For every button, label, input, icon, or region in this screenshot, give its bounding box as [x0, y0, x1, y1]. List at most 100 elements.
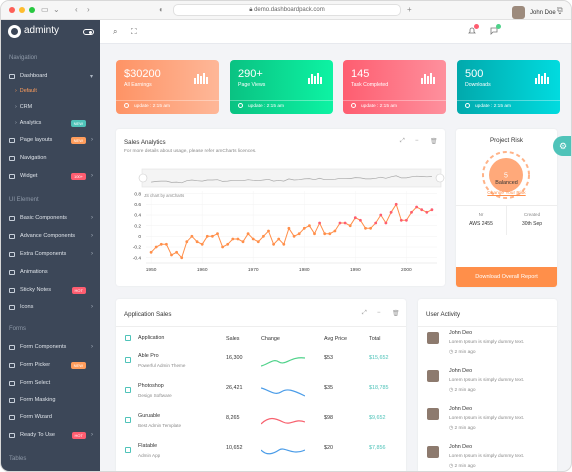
stat-card-downloads[interactable]: 500 Downloads update : 2:15 am	[457, 60, 560, 114]
sidebar-item-icons[interactable]: Icons ›	[1, 300, 100, 314]
window-controls	[9, 7, 35, 13]
row-checkbox[interactable]	[125, 357, 131, 363]
sidebar-item-analytics[interactable]: › Analytics NEW	[1, 116, 100, 130]
chevron-down-icon: ⌄	[557, 10, 563, 16]
gear-icon[interactable]: ⚙	[553, 136, 571, 156]
sidebar-item-default[interactable]: › Default	[1, 84, 100, 98]
minimize-icon[interactable]: −	[377, 310, 381, 316]
col-avg-price: Avg Price	[324, 336, 347, 342]
sidebar-item-animations[interactable]: Animations	[1, 265, 100, 279]
maximize-window-button[interactable]	[29, 7, 35, 13]
sidebar-item-label: Default	[19, 88, 37, 94]
fullscreen-icon[interactable]: ⛶	[131, 27, 137, 36]
sidebar: adminty Navigation Dashboard ▾ › Default…	[1, 20, 100, 471]
stat-label: All Earnings	[124, 82, 152, 88]
top-header: ⌕ ⛶	[100, 20, 571, 44]
app-avg-price: $53	[324, 355, 333, 361]
sidebar-item-basic-components[interactable]: Basic Components ›	[1, 211, 100, 225]
sidebar-item-ready-to-use[interactable]: Ready To Use HOT ›	[1, 428, 100, 442]
user-name[interactable]: John Doe ⌄	[530, 10, 563, 16]
sidebar-item-label: Basic Components	[20, 215, 67, 221]
sidebar-item-sticky-notes[interactable]: Sticky Notes HOT	[1, 283, 100, 297]
minimize-icon[interactable]: −	[415, 138, 419, 144]
message-icon[interactable]	[490, 24, 501, 35]
chevron-right-icon: ›	[91, 215, 93, 221]
sidebar-item-extra-components[interactable]: Extra Components ›	[1, 247, 100, 261]
notification-badge	[474, 24, 479, 29]
sidebar-item-form-components[interactable]: Form Components ›	[1, 340, 100, 354]
delete-icon[interactable]: 🗑︎	[392, 311, 400, 317]
expand-icon[interactable]: ⤢	[362, 310, 367, 316]
select-all-checkbox[interactable]	[125, 335, 131, 341]
wizard-icon	[9, 414, 15, 420]
form-icon	[9, 344, 15, 350]
stat-card-tasks[interactable]: 145 Task Completed update : 2:15 am	[343, 60, 446, 114]
forward-icon[interactable]: ›	[87, 5, 90, 14]
mask-icon	[9, 397, 15, 403]
count-badge: 100+	[70, 172, 86, 180]
activity-user: John Deo	[449, 406, 473, 412]
brand: adminty	[1, 20, 100, 44]
package-icon	[9, 432, 15, 438]
stat-label: Task Completed	[351, 82, 389, 88]
stat-value: 500	[465, 68, 484, 80]
avatar	[427, 370, 439, 382]
browser-toolbar: ▭ ⌄ ‹ › ◐ 🔒︎ demo.dashboardpack.com + ⧉	[1, 1, 571, 20]
address-bar[interactable]: 🔒︎ demo.dashboardpack.com	[173, 4, 401, 16]
sidebar-item-widget[interactable]: Widget 100+ ›	[1, 169, 100, 183]
delete-icon[interactable]: 🗑︎	[430, 139, 438, 145]
row-checkbox[interactable]	[125, 417, 131, 423]
app-sales: 10,652	[226, 445, 243, 451]
app-name: Photoshop	[138, 383, 164, 389]
chevron-down-icon[interactable]: ⌄	[53, 5, 60, 14]
activity-text: Lorem Ipsum is simply dummy text.	[449, 340, 525, 345]
row-checkbox[interactable]	[125, 387, 131, 393]
notification-icon[interactable]	[468, 24, 479, 35]
tab-overview-icon[interactable]: ⧉	[557, 5, 563, 14]
expand-icon[interactable]: ⤢	[400, 138, 405, 144]
avatar	[427, 408, 439, 420]
clock-icon: ◷	[449, 388, 455, 393]
layers-icon	[9, 215, 15, 221]
change-risk-link[interactable]: Change Your Risk	[487, 191, 526, 196]
sidebar-item-form-wizard[interactable]: Form Wizard	[1, 410, 100, 424]
minimize-window-button[interactable]	[19, 7, 25, 13]
row-checkbox[interactable]	[125, 447, 131, 453]
download-report-button[interactable]: Download Overall Report	[456, 267, 557, 287]
back-icon[interactable]: ‹	[75, 5, 78, 14]
sidebar-item-navigation[interactable]: Navigation	[1, 151, 100, 165]
stat-update: update : 2:15 am	[343, 100, 446, 113]
chevron-right-icon: ›	[91, 233, 93, 239]
chevron-right-icon: ›	[91, 432, 93, 438]
new-tab-icon[interactable]: +	[407, 5, 412, 14]
sidebar-item-dashboard[interactable]: Dashboard ▾	[1, 69, 100, 83]
clock-icon	[238, 103, 243, 108]
menu-toggle-icon[interactable]	[83, 29, 94, 35]
sidebar-item-form-masking[interactable]: Form Masking	[1, 393, 100, 407]
sidebar-item-form-select[interactable]: Form Select	[1, 376, 100, 390]
arrow-icon: ›	[15, 120, 17, 126]
shield-icon: ◐	[159, 5, 164, 14]
sidebar-item-form-picker[interactable]: Form Picker NEW	[1, 358, 100, 372]
avatar[interactable]	[512, 6, 525, 19]
sidebar-item-page-layouts[interactable]: Page layouts NEW ›	[1, 133, 100, 147]
close-window-button[interactable]	[9, 7, 15, 13]
section-forms: Forms	[9, 326, 26, 332]
bar-chart-icon	[194, 73, 208, 84]
search-icon[interactable]: ⌕	[113, 27, 118, 36]
sidebar-item-advance-components[interactable]: Advance Components ›	[1, 229, 100, 243]
activity-time: ◷ 2 min ago	[449, 388, 476, 393]
panel-title: Project Risk	[489, 137, 523, 144]
activity-time: ◷ 2 min ago	[449, 464, 476, 469]
sidebar-item-crm[interactable]: › CRM	[1, 100, 100, 114]
stat-card-earnings[interactable]: $30200 All Earnings update : 2:15 am	[116, 60, 219, 114]
hot-badge: HOT	[71, 431, 86, 439]
sidebar-toggle-icon[interactable]: ▭	[41, 5, 49, 14]
user-activity-panel: User Activity John Deo Lorem Ipsum is si…	[418, 299, 557, 471]
sidebar-item-label: Form Picker	[20, 362, 51, 368]
col-application: Application	[138, 335, 165, 341]
animation-icon	[9, 269, 15, 275]
app-total: $9,652	[369, 415, 386, 421]
stat-update: update : 2:15 am	[230, 100, 333, 113]
stat-card-page-views[interactable]: 290+ Page Views update : 2:15 am	[230, 60, 333, 114]
